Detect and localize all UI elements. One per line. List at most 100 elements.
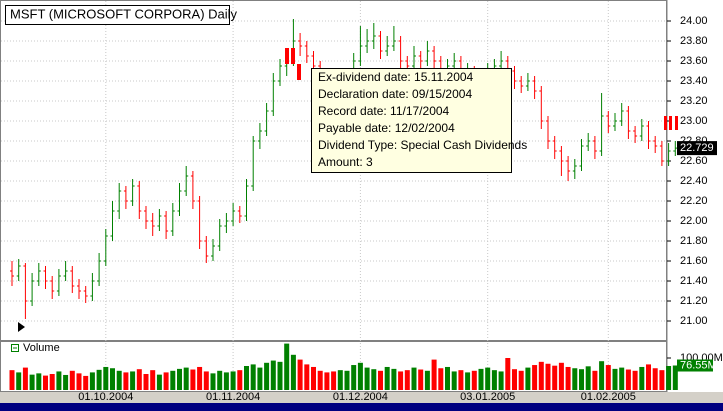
x-tick-label: 01.02.2005 (581, 391, 636, 403)
volume-bar (391, 368, 397, 390)
volume-bar (619, 367, 625, 390)
volume-bar (250, 364, 256, 390)
volume-bar (458, 370, 464, 390)
volume-bar (364, 367, 370, 390)
volume-bar (518, 370, 524, 390)
tooltip-line: Amount: 3 (318, 155, 373, 169)
volume-bar (43, 375, 48, 390)
volume-bar (110, 368, 115, 390)
legend-label: Volume (23, 342, 60, 354)
volume-bar (512, 369, 517, 390)
y-tick-label: 23.20 (680, 95, 708, 107)
volume-bar (136, 369, 142, 390)
x-tick-label: 03.01.2005 (460, 391, 515, 403)
volume-bar (558, 362, 564, 390)
volume-bar (183, 367, 189, 390)
volume-bar (411, 367, 417, 390)
volume-bar (599, 361, 605, 390)
play-button[interactable] (18, 322, 25, 332)
volume-bar (264, 362, 270, 390)
volume-bar (197, 366, 203, 390)
volume-bar (498, 371, 504, 390)
last-price-label: 22.729 (680, 142, 714, 154)
last-volume-box (677, 359, 713, 372)
volume-bar (130, 371, 136, 390)
volume-bar (337, 370, 343, 390)
volume-bar (63, 374, 69, 390)
volume-bar (76, 373, 82, 390)
tooltip-line: Declaration date: 09/15/2004 (318, 87, 472, 101)
tooltip-box (311, 68, 512, 173)
title-box (5, 5, 230, 25)
volume-bar (123, 372, 129, 390)
volume-bar (304, 364, 310, 390)
volume-bar (357, 362, 363, 390)
y-tick-label: 22.40 (680, 175, 708, 187)
volume-bar (424, 370, 430, 390)
volume-bar (672, 365, 678, 390)
volume-bar (190, 369, 196, 390)
x-tick-label: 01.10.2004 (78, 391, 133, 403)
volume-bar (632, 370, 638, 390)
dividend-marker (669, 116, 672, 130)
volume-bar (22, 367, 28, 390)
y-tick-label: 23.80 (680, 35, 708, 47)
dividend-marker (285, 48, 289, 64)
volume-bar (69, 370, 75, 390)
volume-bar (230, 371, 236, 390)
volume-bar (491, 370, 497, 390)
volume-bar (545, 363, 551, 390)
volume-bar (625, 369, 631, 390)
volume-bar (277, 361, 283, 390)
volume-bar (666, 366, 672, 390)
volume-bar (451, 371, 457, 390)
volume-bar (572, 368, 578, 390)
volume-bar (378, 370, 383, 390)
volume-bar (331, 371, 337, 390)
volume-bar (297, 359, 303, 390)
tooltip-line: Record date: 11/17/2004 (318, 104, 450, 118)
volume-bar (398, 371, 404, 390)
y-tick-label: 24.00 (680, 15, 708, 27)
scroll-bar (0, 403, 723, 411)
y-tick-label: 23.40 (680, 75, 708, 87)
volume-bar (485, 367, 491, 390)
volume-bar (465, 372, 471, 390)
volume-bar (351, 365, 357, 390)
y-tick-label: 23.60 (680, 55, 708, 67)
volume-bar (170, 370, 176, 390)
volume-bar (217, 370, 223, 390)
last-volume-label: 76.55M (680, 359, 717, 371)
dividend-marker (675, 116, 678, 130)
tooltip-line: Dividend Type: Special Cash Dividends (318, 138, 527, 152)
volume-bar (471, 370, 477, 390)
volume-bar (163, 372, 169, 390)
volume-bar (83, 375, 89, 390)
volume-bar (203, 371, 209, 390)
volume-bar (210, 373, 216, 390)
volume-bar (244, 366, 249, 390)
tooltip-line: Payable date: 12/02/2004 (318, 121, 455, 135)
date-band (0, 392, 723, 403)
dividend-marker (664, 116, 667, 130)
volume-bar (324, 372, 330, 390)
volume-bar (103, 366, 109, 390)
volume-bar (431, 359, 437, 390)
volume-bar (237, 370, 243, 390)
tooltip-line: Ex-dividend date: 15.11.2004 (318, 70, 474, 84)
y-tick-label: 23.00 (680, 115, 708, 127)
volume-bar (284, 343, 290, 390)
volume-bar (96, 369, 102, 390)
volume-bar (344, 370, 350, 390)
volume-bar (652, 368, 658, 390)
y-tick-label: 21.40 (680, 275, 708, 287)
volume-bar (592, 370, 598, 390)
x-tick-label: 01.11.2004 (206, 391, 260, 403)
volume-bar (16, 372, 22, 390)
volume-bar (156, 374, 162, 390)
volume-bar (49, 374, 55, 390)
volume-bar (56, 371, 62, 390)
volume-bar (438, 368, 444, 390)
